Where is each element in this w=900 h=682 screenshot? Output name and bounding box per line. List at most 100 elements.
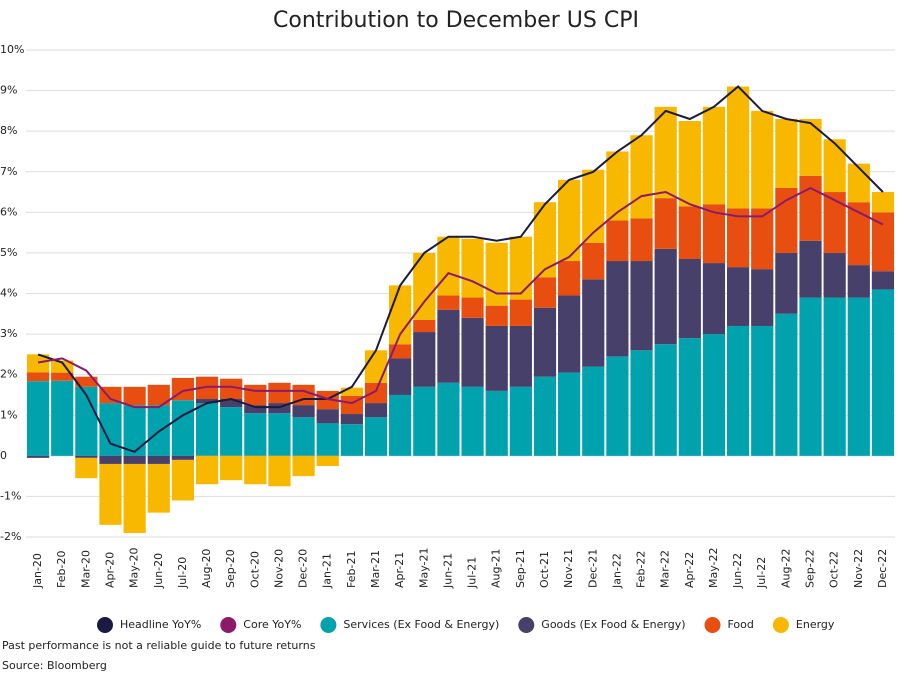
bar-segment bbox=[485, 390, 508, 456]
bar-segment bbox=[823, 252, 846, 298]
bar-segment bbox=[51, 372, 74, 381]
bar-segment bbox=[630, 218, 653, 262]
y-tick-label: -1% bbox=[0, 489, 21, 502]
bar-segment bbox=[461, 317, 484, 387]
x-tick-label: Jul-20 bbox=[176, 557, 189, 589]
x-tick-label: Apr-20 bbox=[103, 552, 116, 588]
x-tick-label: Sep-22 bbox=[804, 549, 817, 588]
bar-segment bbox=[26, 381, 50, 456]
bar-segment bbox=[147, 463, 170, 513]
x-tick-label: Oct-22 bbox=[828, 551, 841, 588]
bar-segment bbox=[606, 220, 629, 262]
bar-segment bbox=[726, 325, 750, 456]
bar-segment bbox=[751, 110, 774, 209]
bar-segment bbox=[292, 405, 315, 418]
bar-segment bbox=[751, 269, 774, 326]
x-tick-label: Nov-20 bbox=[272, 549, 285, 588]
x-tick-label: May-21 bbox=[417, 547, 430, 588]
bar-segment bbox=[799, 118, 822, 176]
bar-segment bbox=[630, 135, 653, 219]
legend-marker bbox=[704, 617, 721, 633]
bar-segment bbox=[558, 261, 581, 296]
bar-segment bbox=[26, 372, 50, 382]
x-tick-label: Sep-21 bbox=[514, 549, 527, 588]
bar-segment bbox=[268, 382, 291, 404]
legend-marker bbox=[320, 617, 337, 633]
bar-segment bbox=[871, 289, 895, 456]
bar-segment bbox=[509, 236, 532, 300]
bar-segment bbox=[678, 121, 701, 207]
bar-segment bbox=[51, 380, 74, 456]
bar-segment bbox=[799, 175, 822, 241]
legend-label: Energy bbox=[796, 618, 835, 631]
bar-segment bbox=[195, 399, 219, 404]
bar-segment bbox=[413, 252, 436, 320]
bar-segment bbox=[147, 384, 170, 406]
y-tick-label: 8% bbox=[0, 124, 17, 137]
x-tick-label: Jul-21 bbox=[466, 557, 479, 589]
bar-segment bbox=[364, 350, 388, 383]
bar-segment bbox=[533, 307, 557, 377]
x-tick-label: Sep-20 bbox=[224, 549, 237, 588]
bar-segment bbox=[220, 455, 243, 481]
x-tick-label: Feb-20 bbox=[55, 551, 68, 588]
y-tick-label: 2% bbox=[0, 368, 17, 381]
bar-segment bbox=[726, 86, 750, 209]
y-tick-label: 0 bbox=[0, 449, 7, 462]
x-tick-label: Jul-22 bbox=[755, 557, 768, 589]
bar-segment bbox=[654, 344, 677, 456]
bar-segment bbox=[292, 455, 315, 477]
bar-segment bbox=[582, 366, 605, 456]
bar-segment bbox=[630, 261, 653, 351]
x-tick-label: Nov-21 bbox=[562, 549, 575, 588]
x-tick-label: Feb-21 bbox=[345, 551, 358, 588]
bar-segment bbox=[533, 376, 557, 456]
bar-segment bbox=[268, 455, 291, 487]
bar-segment bbox=[702, 263, 726, 335]
y-tick-label: 9% bbox=[0, 84, 17, 97]
y-tick-label: 6% bbox=[0, 205, 17, 218]
bar-segment bbox=[364, 403, 388, 418]
bar-segment bbox=[389, 358, 412, 395]
legend-marker bbox=[220, 617, 237, 633]
bar-segment bbox=[702, 204, 726, 264]
legend-marker bbox=[518, 617, 535, 633]
x-tick-label: Dec-20 bbox=[297, 549, 310, 588]
bar-segment bbox=[678, 338, 701, 456]
bar-segment bbox=[340, 414, 363, 425]
bar-segment bbox=[630, 350, 653, 456]
x-tick-label: Apr-21 bbox=[393, 552, 406, 588]
bar-segment bbox=[485, 325, 508, 391]
bar-segment bbox=[847, 265, 870, 298]
bar-segment bbox=[220, 399, 243, 408]
legend-label: Food bbox=[728, 618, 754, 631]
bar-segment bbox=[871, 212, 895, 272]
x-tick-label: Dec-22 bbox=[876, 549, 889, 588]
bar-segment bbox=[799, 297, 822, 456]
bar-segment bbox=[751, 325, 774, 456]
bar-segment bbox=[268, 403, 291, 414]
bar-segment bbox=[678, 206, 701, 260]
bar-segment bbox=[26, 354, 50, 373]
x-tick-label: Aug-21 bbox=[490, 549, 503, 588]
legend-marker bbox=[97, 617, 113, 633]
bar-segment bbox=[147, 455, 170, 464]
bar-segment bbox=[413, 386, 436, 456]
bar-segment bbox=[582, 242, 605, 280]
bar-segment bbox=[871, 192, 895, 213]
x-tick-label: May-20 bbox=[128, 547, 141, 588]
bar-segment bbox=[244, 405, 267, 414]
x-tick-label: Aug-20 bbox=[200, 549, 213, 588]
bar-segment bbox=[461, 297, 484, 318]
bar-segment bbox=[654, 106, 677, 199]
bar-segment bbox=[171, 400, 195, 456]
bar-segment bbox=[99, 386, 122, 404]
bar-segment bbox=[582, 279, 605, 367]
legend-label: Services (Ex Food & Energy) bbox=[343, 618, 499, 631]
bar-segment bbox=[123, 455, 146, 464]
y-tick-label: 1% bbox=[0, 408, 17, 421]
bar-segment bbox=[533, 277, 557, 308]
bar-segment bbox=[195, 403, 219, 456]
bar-segment bbox=[195, 455, 219, 485]
bar-segment bbox=[99, 463, 122, 525]
